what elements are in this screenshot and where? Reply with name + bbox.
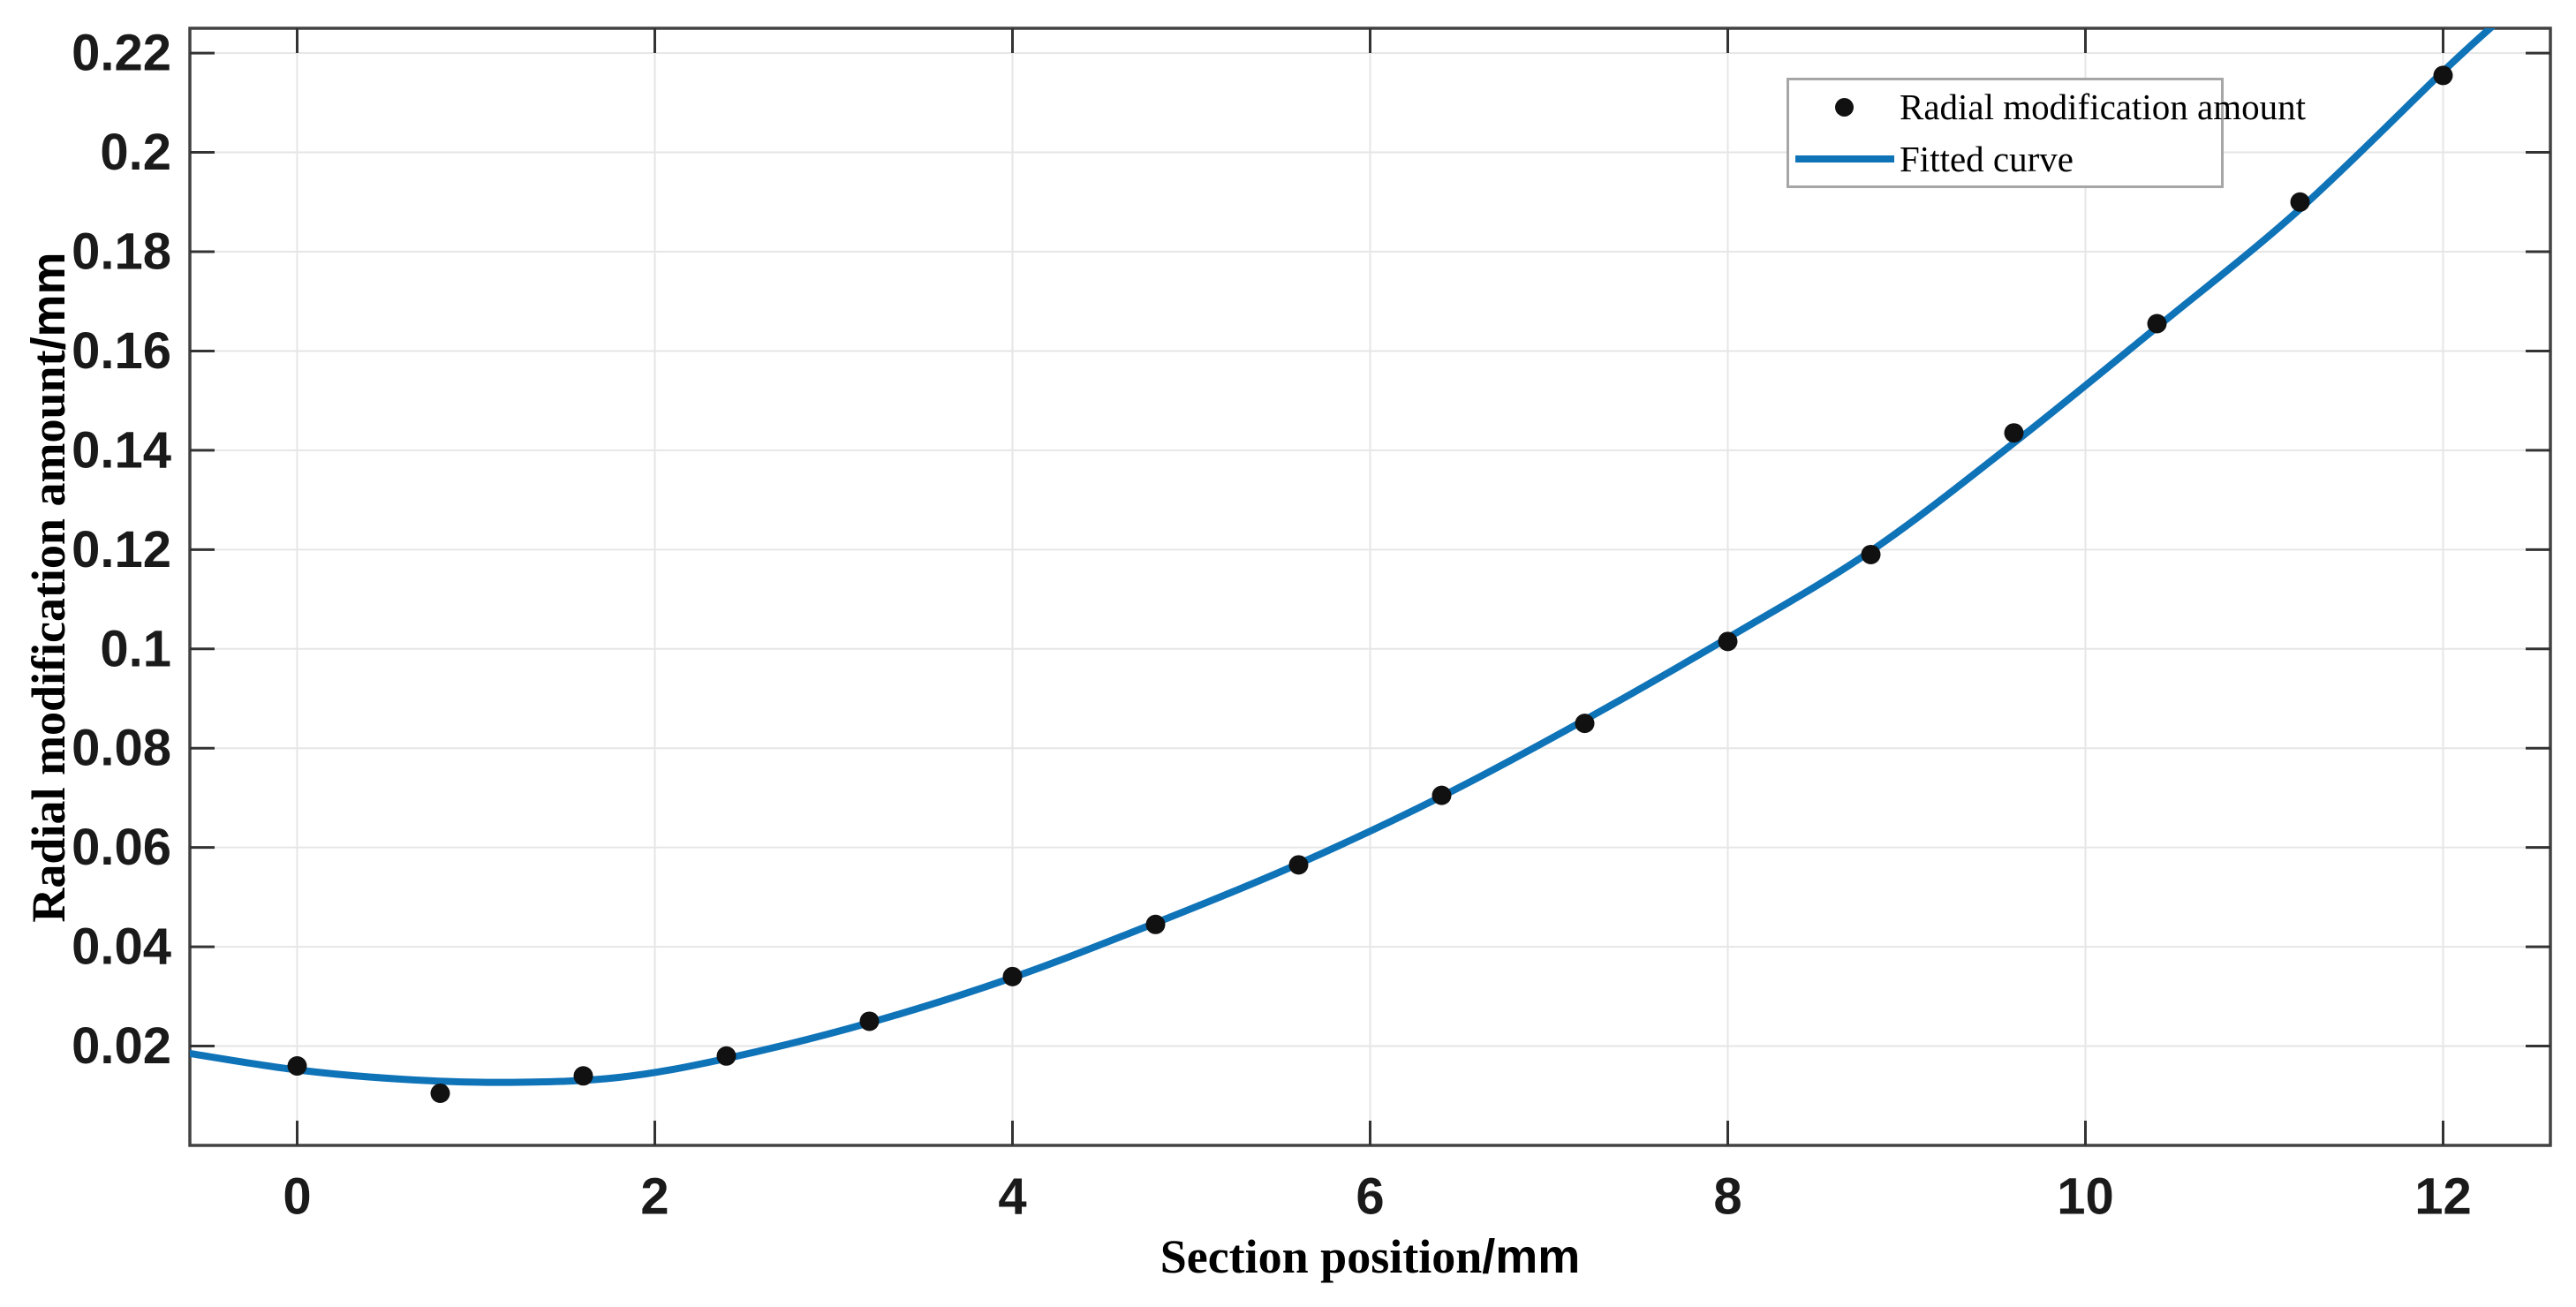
y-axis-title-text: Radial modification amount bbox=[22, 350, 75, 923]
x-axis-title: Section position/mm bbox=[190, 1229, 2550, 1284]
data-point-9 bbox=[1575, 714, 1595, 734]
data-point-3 bbox=[716, 1046, 737, 1066]
data-point-15 bbox=[2433, 65, 2453, 86]
legend-entry-line: Fitted curve bbox=[1789, 133, 2221, 185]
data-point-1 bbox=[430, 1083, 450, 1103]
data-point-6 bbox=[1145, 914, 1166, 934]
x-tick-label-6: 12 bbox=[2414, 1168, 2472, 1226]
legend-marker-cell bbox=[1789, 97, 1900, 117]
legend-label-line: Fitted curve bbox=[1900, 139, 2074, 179]
y-axis-title-unit: /mm bbox=[22, 252, 75, 351]
x-axis-title-unit: /mm bbox=[1482, 1230, 1581, 1283]
x-tick-label-3: 6 bbox=[1356, 1168, 1384, 1226]
y-tick-label-9: 0.2 bbox=[100, 124, 171, 181]
legend-entry-scatter: Radial modification amount bbox=[1789, 81, 2306, 132]
y-tick-label-3: 0.08 bbox=[72, 720, 171, 777]
data-point-4 bbox=[859, 1011, 880, 1031]
x-tick-label-0: 0 bbox=[283, 1168, 311, 1226]
x-tick-label-4: 8 bbox=[1713, 1168, 1741, 1226]
y-tick-label-10: 0.22 bbox=[72, 25, 171, 82]
line-sample-icon bbox=[1794, 155, 1894, 162]
y-tick-label-7: 0.16 bbox=[72, 322, 171, 380]
data-point-8 bbox=[1432, 785, 1452, 805]
legend-label-scatter: Radial modification amount bbox=[1900, 87, 2307, 127]
data-point-13 bbox=[2147, 314, 2167, 334]
data-point-14 bbox=[2290, 192, 2310, 212]
x-tick-label-5: 10 bbox=[2057, 1168, 2114, 1226]
y-tick-label-5: 0.12 bbox=[72, 521, 171, 578]
y-tick-label-4: 0.1 bbox=[100, 620, 171, 677]
data-point-11 bbox=[1861, 544, 1881, 564]
data-point-5 bbox=[1002, 966, 1023, 986]
y-tick-label-2: 0.06 bbox=[72, 819, 171, 876]
y-axis-title: Radial modification amount/mm bbox=[17, 35, 80, 1139]
x-tick-label-1: 2 bbox=[640, 1168, 669, 1226]
data-point-0 bbox=[287, 1056, 307, 1077]
y-tick-label-8: 0.18 bbox=[72, 223, 171, 281]
y-tick-label-0: 0.02 bbox=[72, 1017, 171, 1075]
data-point-7 bbox=[1288, 855, 1309, 875]
y-tick-label-6: 0.14 bbox=[72, 421, 171, 479]
data-point-10 bbox=[1718, 631, 1738, 652]
x-tick-label-2: 4 bbox=[998, 1168, 1026, 1226]
x-axis-title-text: Section position bbox=[1160, 1230, 1483, 1283]
legend: Radial modification amount Fitted curve bbox=[1787, 78, 2306, 188]
scatter-dot-icon bbox=[1835, 97, 1854, 117]
data-point-2 bbox=[573, 1066, 593, 1086]
data-point-12 bbox=[2004, 423, 2024, 443]
legend-marker-cell bbox=[1789, 155, 1900, 162]
y-tick-label-1: 0.04 bbox=[72, 918, 171, 976]
